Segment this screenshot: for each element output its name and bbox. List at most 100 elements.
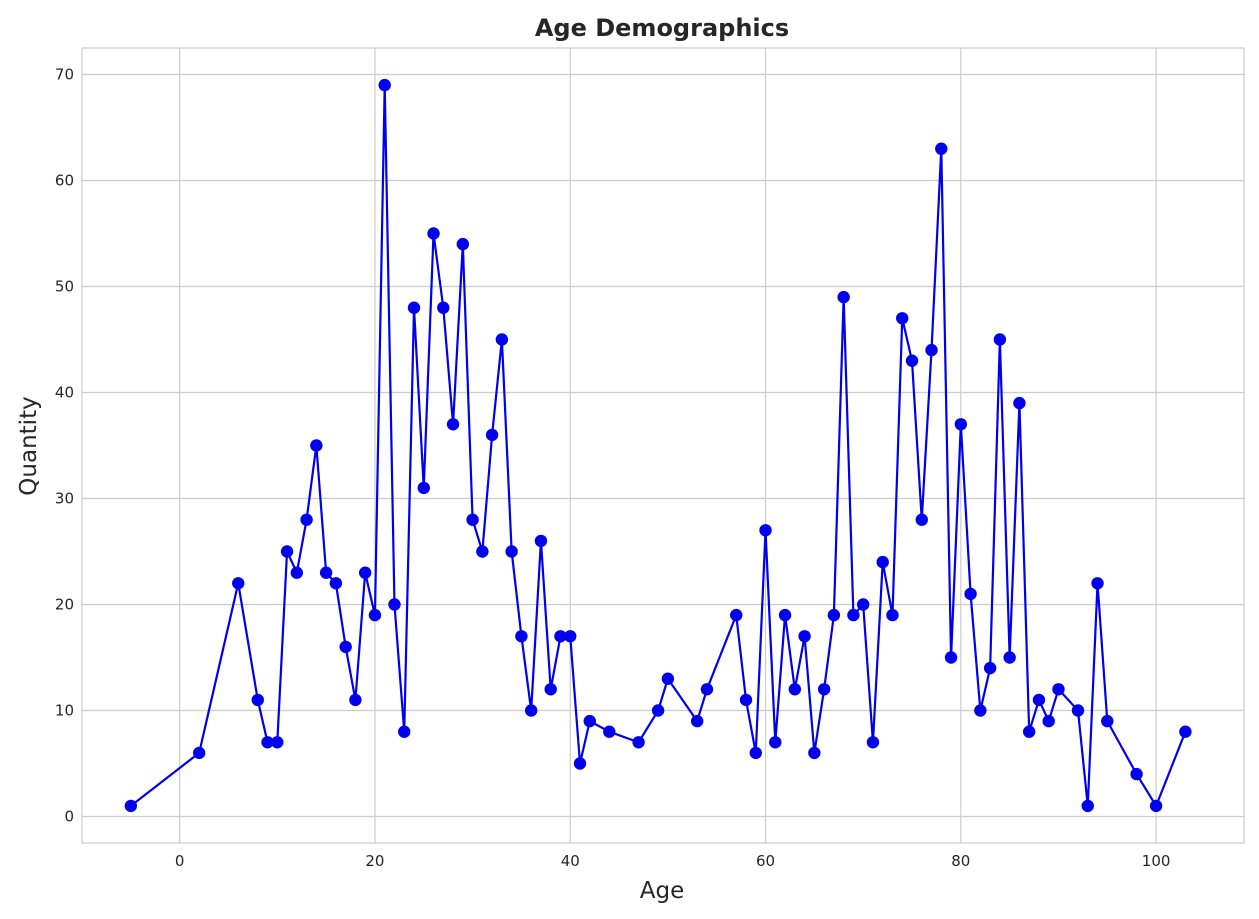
data-point <box>437 301 450 314</box>
data-point <box>817 683 831 696</box>
data-point <box>1032 693 1046 707</box>
data-point <box>349 693 362 707</box>
y-tick-label: 20 <box>55 596 74 614</box>
data-point <box>954 418 968 431</box>
data-point <box>866 736 880 749</box>
y-tick-label: 10 <box>55 702 74 720</box>
data-point <box>935 142 948 155</box>
data-point <box>544 683 557 696</box>
y-tick-label: 0 <box>64 808 74 826</box>
y-axis-label: Quantity <box>16 396 42 495</box>
data-point <box>456 237 470 251</box>
series-line <box>130 83 1187 808</box>
data-point <box>983 661 997 675</box>
data-point <box>476 545 489 558</box>
data-point <box>290 566 304 579</box>
data-point <box>192 746 206 760</box>
data-point <box>808 746 821 760</box>
data-point <box>398 725 411 738</box>
data-point <box>1003 651 1016 664</box>
data-point <box>358 566 372 579</box>
data-point <box>485 428 499 442</box>
data-point <box>1149 799 1163 813</box>
data-point <box>251 693 264 707</box>
x-tick-label: 100 <box>1142 852 1171 870</box>
data-point <box>1042 714 1055 728</box>
data-point <box>515 630 528 643</box>
data-point <box>915 513 928 526</box>
data-point <box>573 757 587 770</box>
data-point <box>905 354 919 367</box>
data-point <box>495 333 509 346</box>
x-axis-label: Age <box>640 878 684 904</box>
data-point <box>534 534 548 548</box>
y-axis-ticks: 0 10 20 30 40 50 60 70 <box>55 66 74 826</box>
data-point <box>446 418 460 431</box>
data-point <box>378 78 391 92</box>
data-point <box>261 736 274 749</box>
data-point <box>1101 714 1114 728</box>
x-tick-label: 80 <box>951 852 970 870</box>
data-point <box>407 301 421 314</box>
data-point <box>778 608 792 622</box>
data-point <box>271 736 284 749</box>
data-point <box>564 630 577 643</box>
data-point <box>690 714 704 728</box>
grid <box>82 48 1244 843</box>
data-point <box>368 608 382 622</box>
data-point <box>759 524 772 537</box>
data-point <box>1081 799 1094 813</box>
data-point <box>1179 725 1192 738</box>
x-tick-label: 20 <box>365 852 384 870</box>
data-point <box>974 704 987 717</box>
data-point <box>505 545 518 558</box>
data-point <box>730 608 743 622</box>
data-point <box>339 640 352 654</box>
data-point <box>554 630 567 643</box>
data-point <box>769 736 782 749</box>
data-point <box>788 683 802 696</box>
data-point <box>896 312 909 325</box>
data-point <box>651 704 665 717</box>
x-tick-label: 40 <box>561 852 580 870</box>
data-point <box>886 608 899 622</box>
data-point <box>944 651 958 664</box>
data-point <box>388 598 401 611</box>
data-point <box>427 227 440 240</box>
data-point <box>856 598 870 611</box>
y-tick-label: 30 <box>55 490 74 508</box>
data-point <box>964 587 977 601</box>
data-point <box>310 439 323 452</box>
plot-frame <box>81 47 1245 844</box>
data-point <box>329 577 343 590</box>
data-point <box>798 630 811 643</box>
data-point <box>837 290 850 304</box>
x-tick-label: 0 <box>175 852 185 870</box>
data-point <box>583 714 596 728</box>
series-layer <box>124 78 1192 813</box>
data-point <box>524 704 538 717</box>
y-tick-label: 40 <box>55 384 74 402</box>
y-tick-label: 50 <box>55 278 74 296</box>
data-point <box>417 481 430 495</box>
data-point <box>603 725 616 738</box>
y-tick-label: 70 <box>55 66 74 84</box>
data-point <box>1052 683 1065 696</box>
data-point <box>661 672 675 685</box>
data-point <box>739 693 753 707</box>
data-point <box>1022 725 1036 738</box>
data-point <box>232 577 245 590</box>
data-point <box>124 799 138 813</box>
data-point <box>1013 396 1026 410</box>
data-point <box>827 608 841 622</box>
data-point <box>993 333 1007 346</box>
y-tick-label: 60 <box>55 172 74 190</box>
data-point <box>1091 577 1104 590</box>
chart-title: Age Demographics <box>535 14 789 42</box>
data-point <box>319 566 333 579</box>
data-point <box>300 513 313 526</box>
x-axis-ticks: 0 20 40 60 80 100 <box>175 852 1171 870</box>
data-point <box>1071 704 1085 717</box>
data-point <box>925 343 938 357</box>
